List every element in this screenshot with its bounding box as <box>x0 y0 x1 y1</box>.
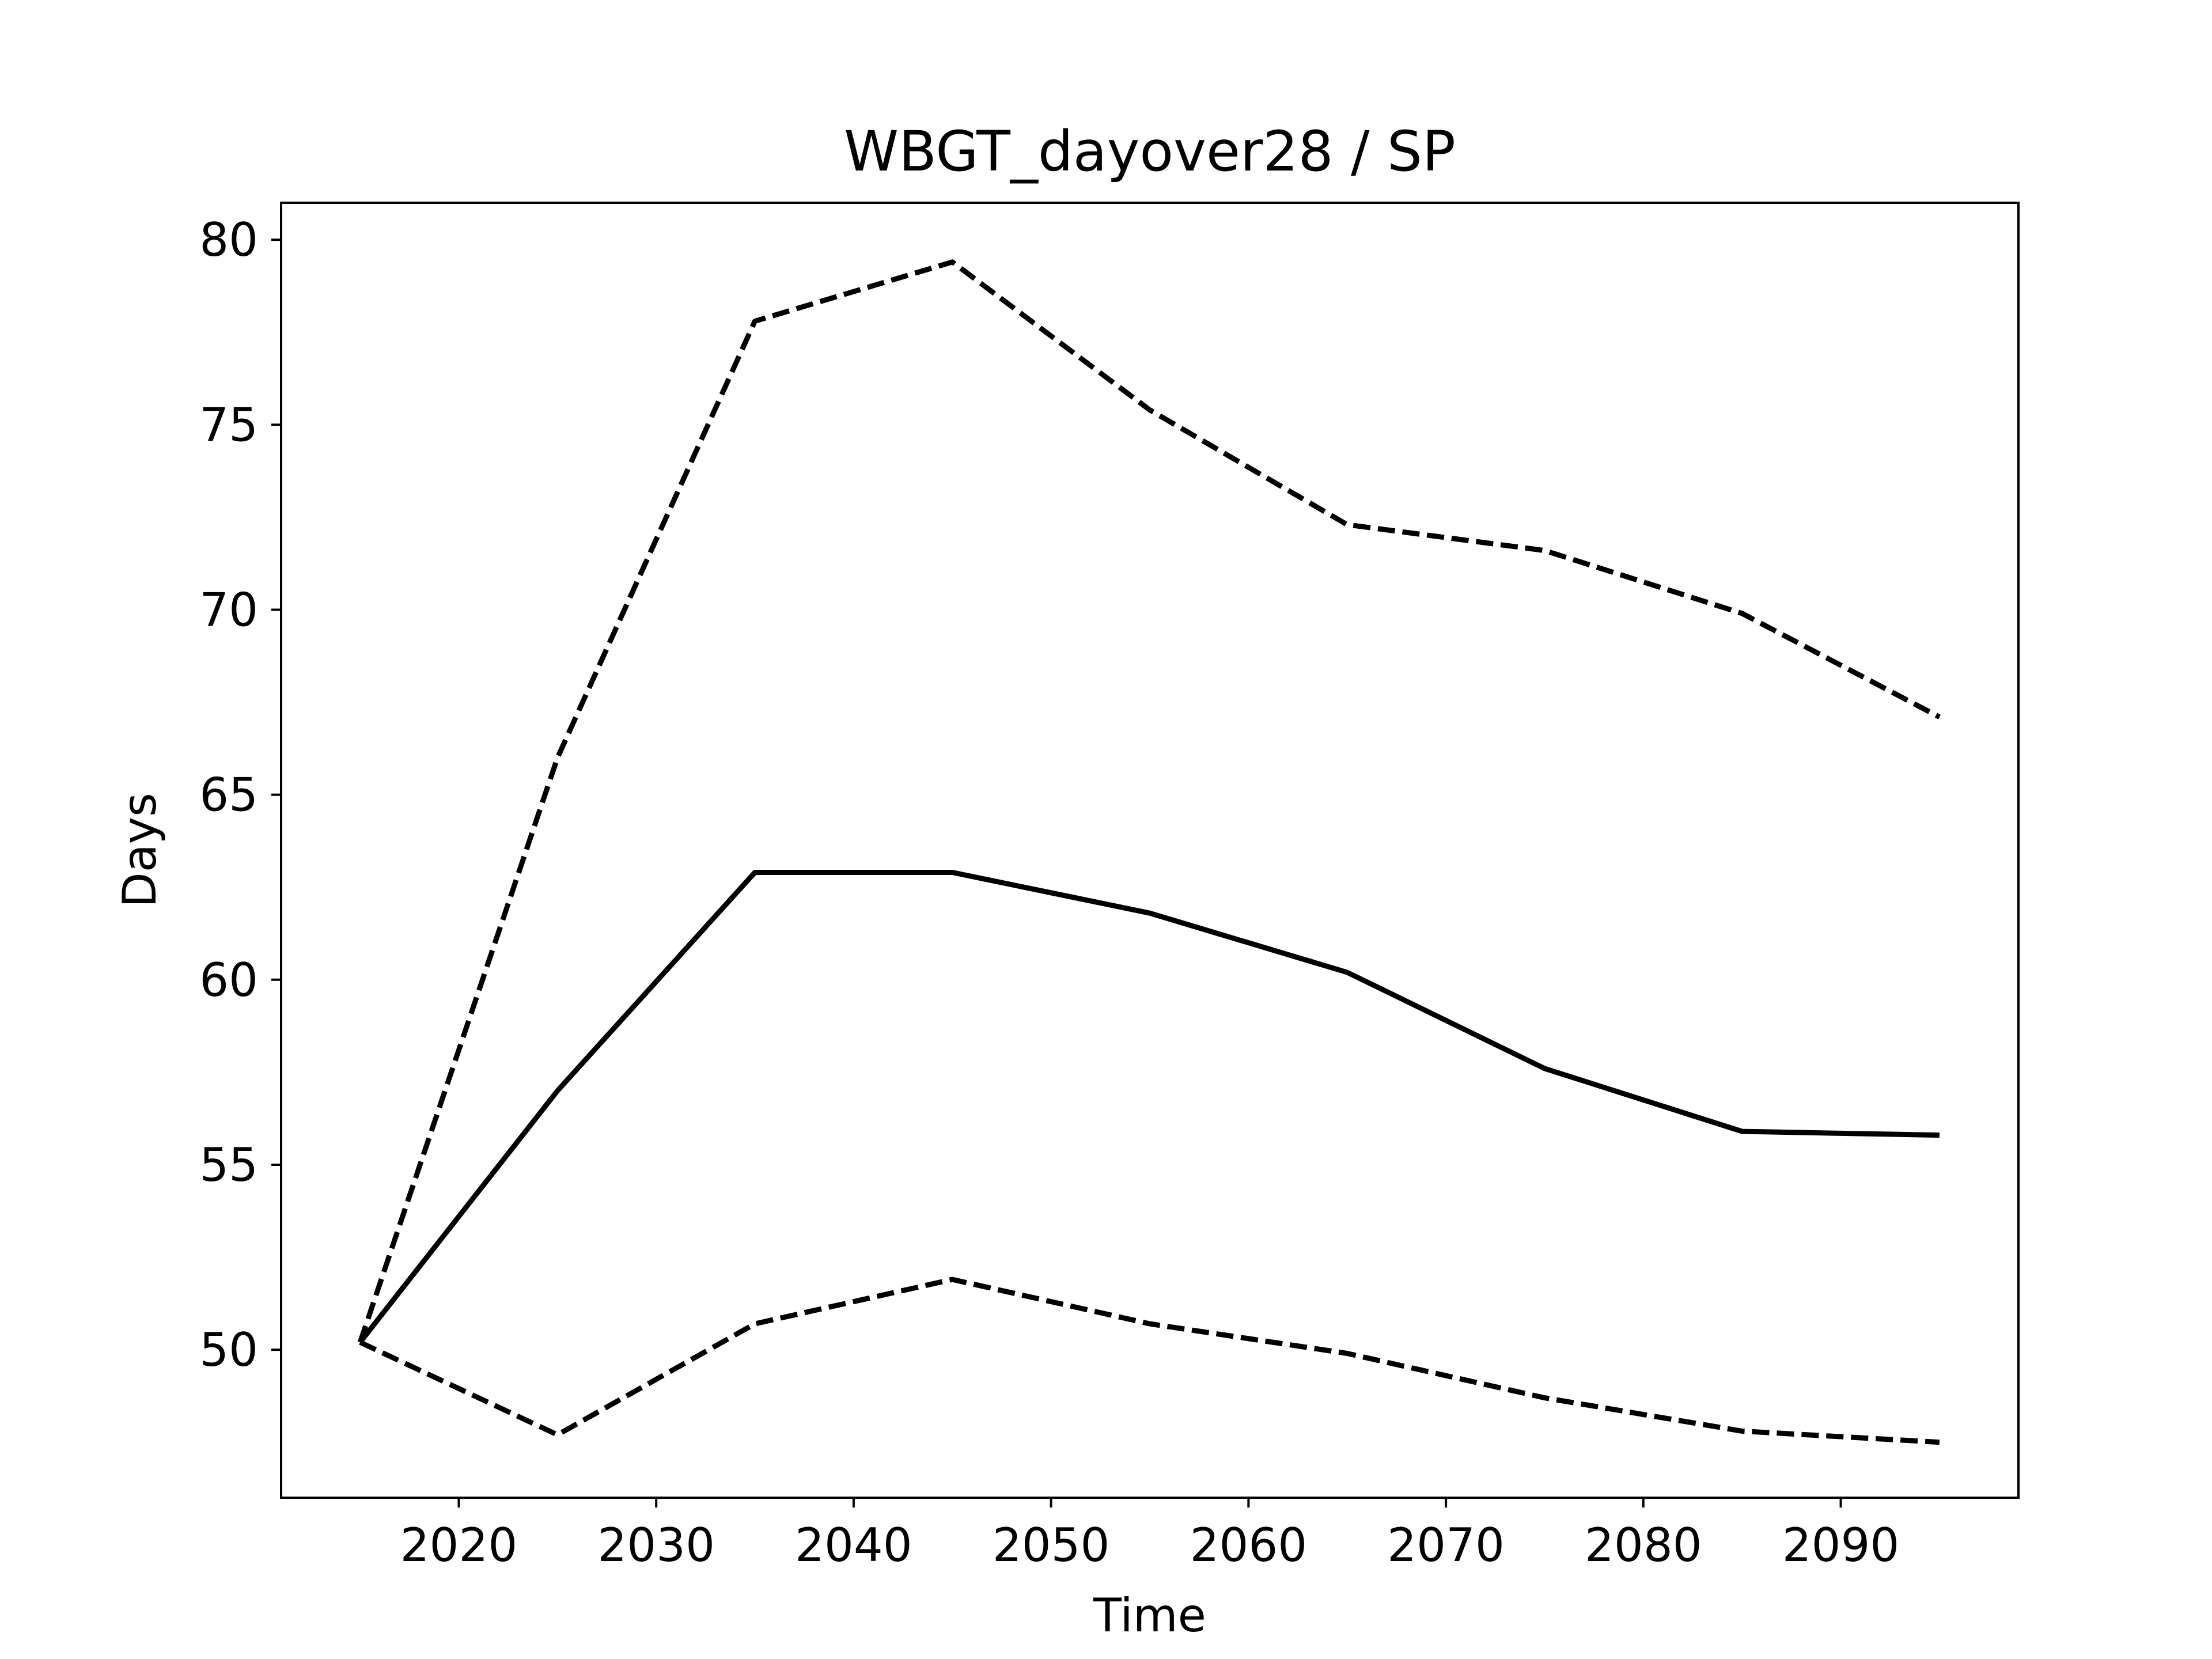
y-tick-label-60: 60 <box>199 953 258 1007</box>
y-tick-label-70: 70 <box>199 584 258 637</box>
x-tick-label-2070: 2070 <box>1387 1518 1505 1572</box>
y-tick-label-75: 75 <box>199 398 258 452</box>
series-line-3 <box>359 1277 1940 1445</box>
x-tick-label-2040: 2040 <box>795 1518 912 1572</box>
x-axis-label: Time <box>1093 1589 1206 1642</box>
y-tick-label-55: 55 <box>199 1138 258 1192</box>
x-tick-label-2060: 2060 <box>1190 1518 1308 1572</box>
x-tick-label-2050: 2050 <box>993 1518 1110 1572</box>
y-tick-label-65: 65 <box>199 768 258 822</box>
x-tick-label-2030: 2030 <box>597 1518 715 1572</box>
x-tick-label-2020: 2020 <box>400 1518 518 1572</box>
y-tick-label-50: 50 <box>199 1323 258 1377</box>
chart-title: WBGT_dayover28 / SP <box>844 119 1456 184</box>
plot-frame <box>280 202 2020 1499</box>
x-tick-label-2080: 2080 <box>1585 1518 1702 1572</box>
y-axis-label: Days <box>113 793 166 908</box>
y-tick-label-80: 80 <box>199 213 258 267</box>
plot-area: 2020 2030 2040 2050 2060 2070 2080 2090 50 55 60 65… <box>199 202 2020 1572</box>
x-tick-label-2090: 2090 <box>1782 1518 1900 1572</box>
series-line-2 <box>357 259 1941 1343</box>
series-line-1 <box>358 870 1940 1344</box>
